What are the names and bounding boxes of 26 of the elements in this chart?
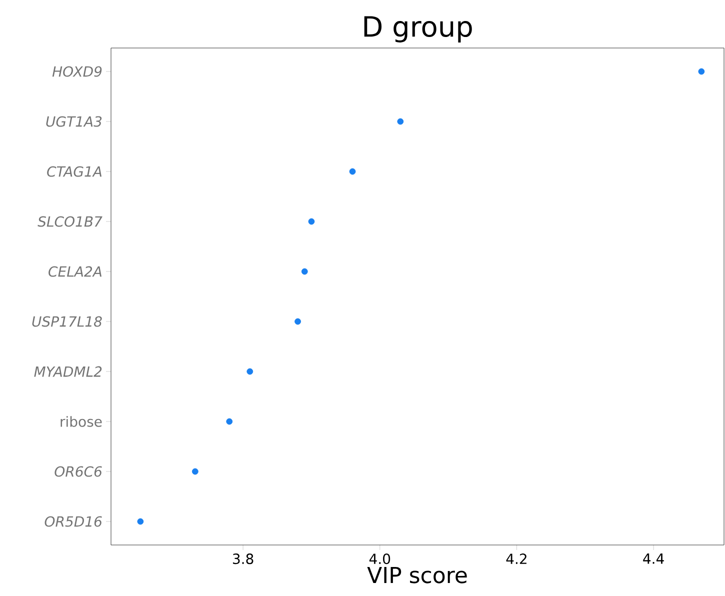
point: [698, 68, 705, 75]
y-tick-label: HOXD9: [52, 66, 102, 77]
point: [137, 518, 144, 525]
y-tick-label: CTAG1A: [47, 166, 102, 177]
point: [192, 468, 198, 475]
point: [301, 268, 308, 275]
x-tick-label: 4.2: [506, 554, 526, 564]
point: [294, 318, 301, 325]
point: [246, 368, 254, 375]
x-tick-label: 4.4: [643, 554, 664, 564]
y-tick-label: CELA2A: [48, 266, 102, 277]
point: [397, 118, 404, 125]
x-tick-label: 4.0: [369, 554, 390, 564]
x-axis-title: VIP score: [367, 566, 467, 584]
point: [308, 218, 315, 225]
chart-title: D group: [364, 16, 472, 42]
y-tick-label: USP17L18: [32, 316, 102, 327]
y-tick-label: ribose: [60, 416, 102, 427]
x-tick-label: 3.8: [232, 554, 254, 564]
y-tick-label: OR5D16: [44, 516, 102, 527]
y-tick-label: OR6C6: [54, 466, 102, 477]
y-tick-label: SLCO1B7: [38, 216, 102, 227]
point: [349, 168, 356, 175]
point: [226, 418, 233, 425]
y-tick-label: UGT1A3: [46, 116, 102, 127]
y-tick-label: MYADML2: [34, 366, 102, 377]
